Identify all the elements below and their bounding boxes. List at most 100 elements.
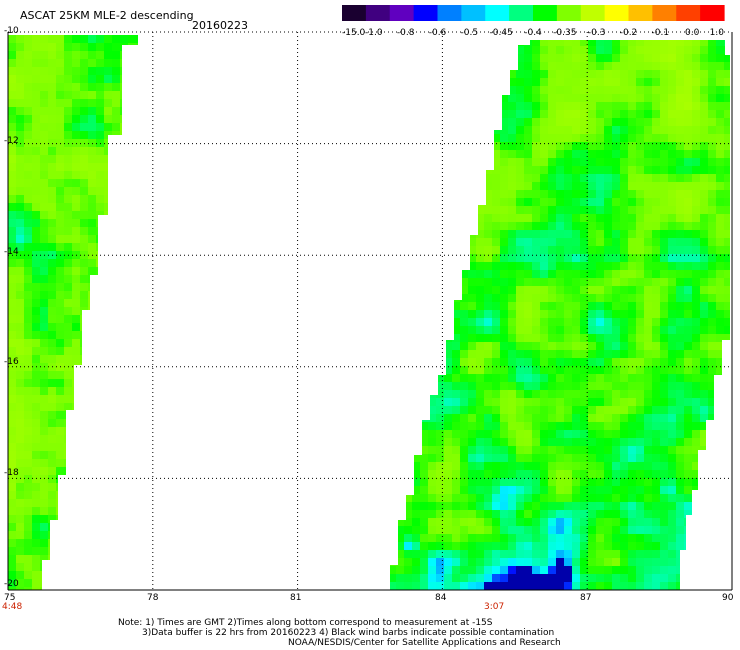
swath-cell [88,411,97,420]
swath-cell [620,342,629,351]
swath-cell [16,491,25,500]
swath-cell [596,566,605,575]
swath-cell [460,558,469,567]
swath-cell [516,318,525,327]
swath-cell [420,526,429,535]
swath-cell [88,83,97,92]
swath-cell [604,542,613,551]
swath-cell [580,470,589,479]
swath-cell [120,331,129,340]
swath-cell [56,115,65,124]
swath-cell [676,582,685,590]
swath-cell [564,310,573,319]
swath-cell [428,190,437,199]
swath-cell [508,286,517,295]
swath-cell [404,70,413,79]
swath-cell [88,475,97,484]
swath-cell [604,302,613,311]
swath-cell [596,582,605,590]
swath-cell [612,494,621,503]
swath-cell [476,462,485,471]
swath-cell [48,347,57,356]
swath-cell [636,494,645,503]
swath-cell [596,542,605,551]
swath-cell [484,278,493,287]
swath-cell [564,126,573,135]
swath-cell [724,174,730,183]
swath-cell [564,190,573,199]
swath-cell [104,427,113,436]
swath-cell [436,406,445,415]
swath-cell [572,158,581,167]
swath-cell [644,342,653,351]
swath-cell [436,550,445,559]
swath-cell [390,94,397,103]
swath-cell [412,582,421,590]
swath-cell [556,326,565,335]
swath-cell [572,278,581,287]
swath-cell [452,438,461,447]
swath-cell [476,70,485,79]
swath-cell [48,59,57,68]
swath-cell [620,574,629,583]
swath-cell [644,198,653,207]
swath-cell [40,395,49,404]
swath-cell [556,54,565,63]
swath-cell [16,379,25,388]
swath-cell [436,574,445,583]
swath-cell [436,270,445,279]
swath-cell [596,350,605,359]
swath-cell [136,347,138,356]
swath-cell [128,411,137,420]
swath-cell [668,542,677,551]
swath-cell [56,187,65,196]
swath-cell [88,403,97,412]
swath-cell [80,419,89,428]
swath-cell [484,94,493,103]
swath-cell [64,427,73,436]
swath-cell [48,387,57,396]
swath-cell [516,206,525,215]
swath-cell [48,571,57,580]
swath-cell [708,342,717,351]
swath-cell [668,286,677,295]
swath-cell [120,443,129,452]
swath-cell [588,358,597,367]
swath-cell [676,390,685,399]
swath-cell [404,422,413,431]
swath-cell [390,278,397,287]
swath-cell [128,427,137,436]
swath-cell [596,246,605,255]
swath-cell [628,550,637,559]
swath-cell [556,78,565,87]
swath-cell [676,414,685,423]
swath-cell [628,54,637,63]
swath-cell [708,446,717,455]
swath-cell [128,195,137,204]
swath-cell [588,270,597,279]
swath-cell [492,182,501,191]
swath-cell [500,390,509,399]
swath-cell [724,118,730,127]
swath-cell [404,430,413,439]
swath-cell [8,131,17,140]
swath-cell [716,334,725,343]
swath-cell [48,539,57,548]
swath-cell [56,435,65,444]
swath-cell [452,534,461,543]
swath-cell [476,326,485,335]
swath-cell [88,43,97,52]
swath-cell [64,387,73,396]
colorbar-label: -0.4 [524,28,542,37]
swath-cell [652,286,661,295]
swath-cell [508,86,517,95]
swath-cell [476,230,485,239]
swath-cell [540,54,549,63]
swath-cell [668,486,677,495]
swath-cell [540,118,549,127]
swath-cell [120,459,129,468]
swath-cell [128,115,137,124]
swath-cell [420,454,429,463]
swath-cell [120,339,129,348]
swath-cell [80,435,89,444]
